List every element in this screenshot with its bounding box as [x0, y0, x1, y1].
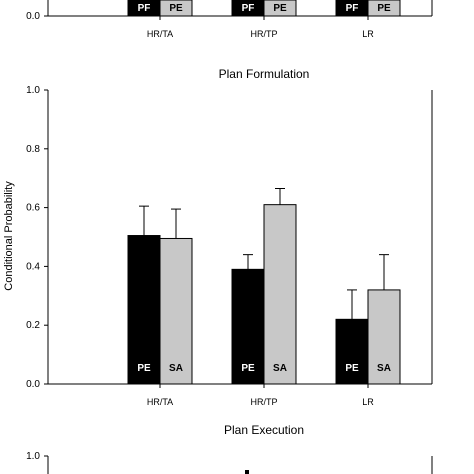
mid-y-tick-label: 0.6	[26, 203, 40, 214]
mid-ylabel: Conditional Probability	[3, 181, 15, 291]
top-bar-label: PE	[377, 3, 391, 14]
mid-bar-label: SA	[377, 363, 391, 374]
mid-category-label: HR/TP	[251, 397, 278, 407]
top-category-label: HR/TA	[147, 29, 173, 39]
mid-bar	[335, 318, 369, 385]
mid-bar-label: SA	[169, 363, 183, 374]
top-category-label: LR	[362, 29, 374, 39]
mid-category-label: HR/TA	[147, 397, 173, 407]
mid-bar	[263, 204, 297, 385]
mid-bar-label: SA	[273, 363, 287, 374]
top-bar	[159, 0, 193, 17]
top-bar-label: PE	[273, 3, 287, 14]
mid-y-ticks: 0.0 0.2 0.4 0.6 0.8 1.0	[26, 85, 48, 390]
mid-y-tick-label: 0.4	[26, 261, 40, 272]
mid-category-labels: HR/TA HR/TP LR	[147, 384, 374, 407]
bot-title: Plan Execution	[224, 423, 304, 437]
bot-partial-bar-top	[245, 470, 249, 474]
mid-y-tick-label: 0.2	[26, 320, 40, 331]
mid-y-tick-label: 1.0	[26, 85, 40, 96]
mid-bar	[159, 237, 193, 385]
mid-category-label: LR	[362, 397, 374, 407]
top-category-labels: HR/TA HR/TP LR	[147, 16, 374, 39]
top-bar-label: PF	[346, 3, 359, 14]
panel-plan-execution: Plan Execution 1.0	[26, 423, 433, 474]
mid-title: Plan Formulation	[219, 67, 310, 81]
bot-y-tick-label: 1.0	[26, 451, 40, 462]
mid-bar	[367, 289, 401, 385]
top-bars: PF PE PF PE PF PE	[127, 0, 401, 17]
top-bar	[263, 0, 297, 17]
mid-bar-label: PE	[241, 363, 255, 374]
top-bar	[367, 0, 401, 17]
mid-y-tick-label: 0.8	[26, 144, 40, 155]
mid-bar	[127, 235, 161, 385]
top-bar-label: PF	[242, 3, 255, 14]
mid-y-tick-label: 0.0	[26, 379, 40, 390]
mid-bar-label: PE	[345, 363, 359, 374]
panel-top: 0.0 PF PE PF PE PF PE HR/TA HR/TP LR	[26, 0, 433, 39]
top-category-label: HR/TP	[251, 29, 278, 39]
top-bar-label: PF	[138, 3, 151, 14]
panel-plan-formulation: Plan Formulation Conditional Probability…	[3, 67, 433, 407]
top-y-tick-label: 0.0	[26, 11, 40, 22]
mid-bar-label: PE	[137, 363, 151, 374]
mid-bars: PE PE PE SA SA SA	[127, 187, 401, 385]
top-bar-label: PE	[169, 3, 183, 14]
